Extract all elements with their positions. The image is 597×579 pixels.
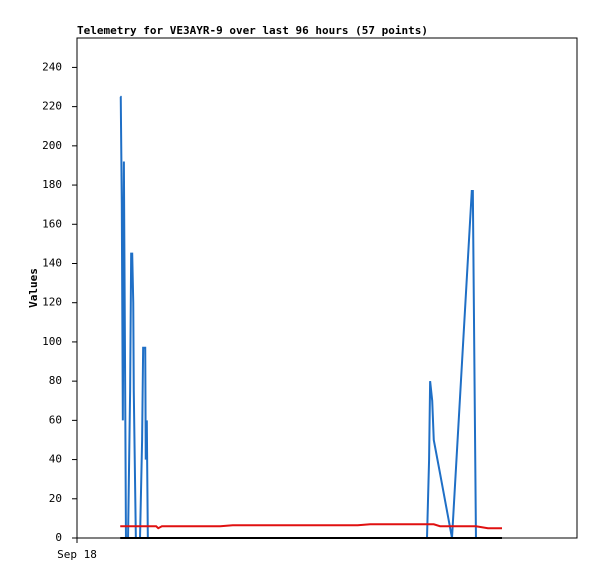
y-tick-label: 180 — [42, 178, 62, 191]
chart-title: Telemetry for VE3AYR-9 over last 96 hour… — [77, 24, 428, 37]
y-tick-label: 160 — [42, 217, 62, 230]
y-tick-label: 240 — [42, 60, 62, 73]
x-tick-label: Sep 18 — [57, 548, 97, 561]
series-line — [120, 523, 502, 530]
y-tick-label: 20 — [49, 492, 62, 505]
y-tick-label: 60 — [49, 413, 62, 426]
y-tick-label: 40 — [49, 453, 62, 466]
y-tick-label: 0 — [55, 531, 62, 544]
y-tick-label: 220 — [42, 100, 62, 113]
plot-frame — [76, 37, 578, 539]
y-tick-label: 100 — [42, 335, 62, 348]
y-tick-label: 200 — [42, 139, 62, 152]
y-tick-label: 120 — [42, 296, 62, 309]
series-line — [119, 95, 502, 539]
y-tick-label: 80 — [49, 374, 62, 387]
y-axis-label: Values — [27, 268, 40, 308]
y-tick-label: 140 — [42, 256, 62, 269]
